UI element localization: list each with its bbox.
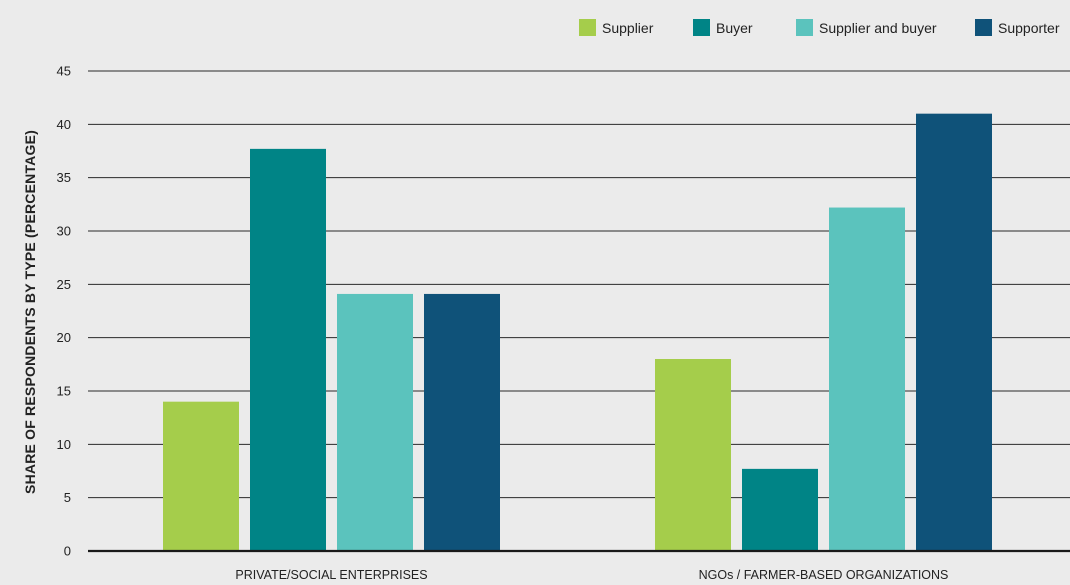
bar-buyer-2: [742, 468, 818, 551]
legend-swatch-supplier: [579, 19, 596, 36]
bar-supplier-2: [655, 359, 731, 551]
bar-supplier-and-buyer-1: [337, 293, 413, 551]
y-tick-label: 45: [57, 64, 71, 79]
x-axis-category-labels: PRIVATE/SOCIAL ENTERPRISES NGOs / FARMER-…: [235, 568, 948, 582]
y-tick-label: 10: [57, 437, 71, 452]
y-tick-label: 15: [57, 384, 71, 399]
legend-swatch-supporter: [975, 19, 992, 36]
bar-supplier-1: [163, 401, 239, 551]
bar-supporter-2: [916, 113, 992, 552]
legend-label-supplier: Supplier: [602, 20, 654, 36]
legend-label-supporter: Supporter: [998, 20, 1060, 36]
y-tick-label: 5: [64, 490, 71, 505]
legend-label-buyer: Buyer: [716, 20, 753, 36]
x-category-label: PRIVATE/SOCIAL ENTERPRISES: [235, 568, 427, 582]
y-tick-label: 20: [57, 330, 71, 345]
legend-label-supplier-and-buyer: Supplier and buyer: [819, 20, 937, 36]
bars: [163, 113, 992, 552]
y-tick-label: 35: [57, 170, 71, 185]
bar-supplier-and-buyer-2: [829, 207, 905, 552]
y-tick-label: 40: [57, 117, 71, 132]
bar-buyer-1: [250, 148, 326, 551]
y-axis-ticks: 0 5 10 15 20 25 30 35 40 45: [57, 64, 71, 559]
legend: Supplier Buyer Supplier and buyer Supporter: [579, 19, 1060, 36]
y-axis-title: SHARE OF RESPONDENTS BY TYPE (PERCENTAGE…: [22, 130, 38, 494]
legend-swatch-buyer: [693, 19, 710, 36]
y-tick-label: 30: [57, 224, 71, 239]
legend-swatch-supplier-and-buyer: [796, 19, 813, 36]
y-tick-label: 25: [57, 277, 71, 292]
bar-supporter-1: [424, 293, 500, 551]
y-tick-label: 0: [64, 544, 71, 559]
x-category-label: NGOs / FARMER-BASED ORGANIZATIONS: [699, 568, 949, 582]
